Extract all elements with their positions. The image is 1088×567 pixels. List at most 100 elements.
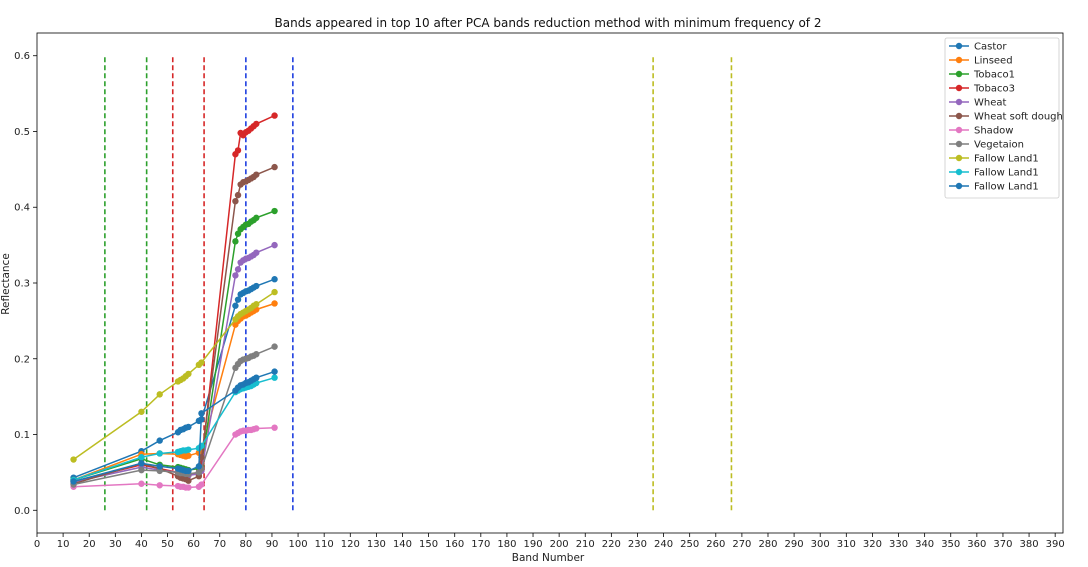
series-line [73, 166, 275, 485]
data-point [156, 450, 163, 457]
x-tick-label: 260 [706, 539, 725, 550]
x-tick-label: 20 [83, 539, 96, 550]
legend-label: Fallow Land1 [974, 182, 1039, 193]
legend-swatch-marker [955, 70, 963, 78]
y-tick-label: 0.6 [14, 51, 30, 62]
y-tick-label: 0.1 [14, 430, 30, 441]
data-point [253, 351, 260, 358]
legend-label: Linseed [974, 56, 1013, 67]
legend-swatch-marker [955, 42, 963, 50]
x-tick-label: 180 [497, 539, 516, 550]
data-point [185, 423, 192, 431]
x-tick-label: 30 [109, 539, 122, 550]
y-axis-label: Reflectance [0, 253, 12, 315]
x-tick-label: 210 [576, 539, 595, 550]
legend-swatch-marker [955, 112, 963, 120]
series-line [73, 244, 275, 483]
x-tick-label: 160 [445, 539, 464, 550]
data-point [156, 391, 163, 398]
y-tick-label: 0.0 [14, 506, 30, 517]
legend-label: Wheat [974, 98, 1007, 109]
legend-swatch-marker [955, 140, 963, 148]
data-point [234, 266, 242, 273]
data-point [185, 370, 192, 378]
data-point [271, 300, 278, 307]
x-tick-label: 50 [161, 539, 174, 550]
legend-box [944, 37, 1060, 199]
axes-frame [36, 32, 1064, 534]
data-point [198, 410, 205, 417]
x-tick-label: 220 [602, 539, 621, 550]
x-tick-label: 90 [266, 539, 279, 550]
data-point [253, 301, 260, 308]
legend-swatch-marker [955, 154, 963, 162]
x-tick-label: 120 [341, 539, 360, 550]
data-point [195, 463, 203, 470]
data-point [138, 408, 145, 415]
x-tick-label: 230 [628, 539, 647, 550]
data-point [185, 484, 192, 491]
x-tick-label: 250 [680, 539, 699, 550]
data-point [271, 368, 278, 375]
data-point [271, 374, 278, 381]
legend-label: Shadow [974, 126, 1013, 137]
data-point [253, 214, 260, 222]
legend-label: Fallow Land1 [974, 154, 1039, 165]
x-tick-label: 390 [1046, 539, 1065, 550]
data-point [232, 302, 239, 309]
chart-title: Bands appeared in top 10 after PCA bands… [275, 16, 822, 30]
data-point [70, 456, 77, 463]
legend-swatch-marker [955, 84, 963, 92]
data-point [271, 207, 278, 215]
x-tick-label: 70 [213, 539, 226, 550]
data-point [271, 424, 278, 431]
legend-label: Fallow Land1 [974, 168, 1039, 179]
x-tick-label: 290 [785, 539, 804, 550]
x-tick-label: 280 [758, 539, 777, 550]
data-point [234, 147, 242, 154]
x-tick-label: 130 [367, 539, 386, 550]
legend-swatch-marker [955, 56, 963, 64]
legend-label: Vegetaion [974, 140, 1024, 151]
legend-label: Wheat soft dough [974, 112, 1063, 123]
legend-swatch-marker [955, 98, 963, 106]
series-line [73, 302, 275, 481]
y-tick-label: 0.2 [14, 354, 30, 365]
legend-label: Castor [974, 42, 1007, 53]
data-point [156, 467, 163, 475]
legend-swatch-marker [955, 182, 963, 190]
data-point [271, 343, 278, 350]
data-point [253, 120, 260, 128]
data-point [253, 282, 260, 290]
x-tick-label: 60 [187, 539, 200, 550]
legend-label: Tobaco3 [973, 84, 1015, 95]
x-axis-label: Band Number [512, 552, 585, 564]
data-point [138, 454, 145, 461]
legend-label: Tobaco1 [973, 70, 1015, 81]
x-tick-label: 270 [732, 539, 751, 550]
x-tick-label: 150 [419, 539, 438, 550]
legend: Castor Linseed Tobaco1 Tobaco3 Wheat Wheat so… [944, 37, 1063, 199]
data-point [234, 296, 242, 303]
data-point [271, 288, 278, 296]
data-point [232, 272, 239, 279]
data-point [271, 241, 278, 249]
data-point [156, 482, 163, 489]
x-tick-label: 240 [654, 539, 673, 550]
x-tick-label: 340 [915, 539, 934, 550]
y-tick-label: 0.5 [14, 127, 30, 138]
data-point [198, 359, 205, 366]
x-tick-label: 380 [1020, 539, 1039, 550]
x-tick-label: 80 [239, 539, 252, 550]
data-point [185, 467, 192, 475]
x-tick-label: 170 [471, 539, 490, 550]
data-point [138, 466, 145, 474]
y-tick-label: 0.4 [14, 203, 30, 214]
x-tick-label: 10 [57, 539, 70, 550]
x-tick-label: 100 [289, 539, 308, 550]
plot-area: 0 10 20 30 40 50 60 70 80 90 100 110 120 130 140 150 160… [14, 32, 1065, 550]
x-tick-label: 310 [837, 539, 856, 550]
legend-swatch-marker [955, 126, 963, 134]
x-tick-label: 350 [941, 539, 960, 550]
